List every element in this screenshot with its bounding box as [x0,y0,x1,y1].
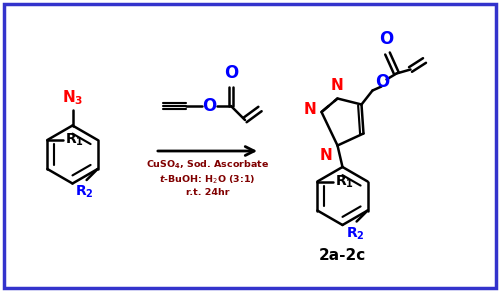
Text: N: N [320,147,332,163]
Text: $\bfit{t}$-BuOH: H$_2$O (3:1): $\bfit{t}$-BuOH: H$_2$O (3:1) [159,173,256,185]
Text: N: N [304,102,316,117]
Text: O: O [380,30,394,48]
Text: $\mathbf{R_2}$: $\mathbf{R_2}$ [346,225,364,242]
Text: $\mathbf{CuSO_4}$, Sod. Ascorbate: $\mathbf{CuSO_4}$, Sod. Ascorbate [146,159,269,171]
Text: $\mathbf{R_2}$: $\mathbf{R_2}$ [76,184,94,200]
Text: 2a-2c: 2a-2c [319,248,366,263]
FancyBboxPatch shape [4,4,496,288]
Text: $\mathbf{N_3}$: $\mathbf{N_3}$ [62,88,83,107]
Text: N: N [330,78,343,93]
Text: r.t. 24hr: r.t. 24hr [186,188,230,197]
Text: $\mathbf{R_1}$: $\mathbf{R_1}$ [66,132,84,148]
Text: O: O [224,64,238,82]
Text: $\mathbf{R_1}$: $\mathbf{R_1}$ [335,173,354,190]
Text: O: O [202,97,216,115]
Text: O: O [376,74,390,91]
